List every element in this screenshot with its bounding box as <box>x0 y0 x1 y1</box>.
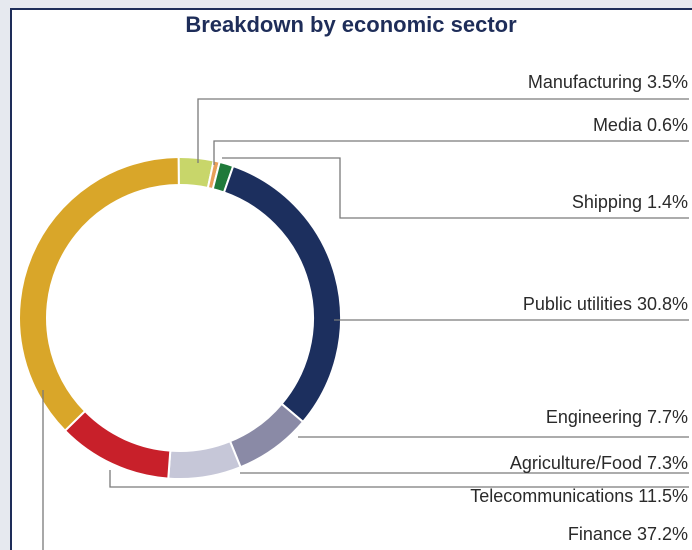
label-manufacturing: Manufacturing 3.5% <box>528 72 688 92</box>
label-engineering: Engineering 7.7% <box>546 407 688 427</box>
slice-public-utilities <box>222 164 342 424</box>
chart-title: Breakdown by economic sector <box>185 12 517 37</box>
label-public-utilities: Public utilities 30.8% <box>523 294 688 314</box>
leader-line-telecommunications <box>109 470 689 488</box>
leader-line-media <box>213 140 689 165</box>
leader-line-manufacturing <box>197 98 689 163</box>
label-shipping: Shipping 1.4% <box>572 192 688 212</box>
slice-finance <box>18 155 180 433</box>
label-telecommunications: Telecommunications 11.5% <box>470 486 688 506</box>
label-finance: Finance 37.2% <box>568 524 688 544</box>
slice-agriculture-food <box>167 439 242 480</box>
label-agriculture-food: Agriculture/Food 7.3% <box>510 453 688 473</box>
leader-line-shipping <box>222 157 689 219</box>
slice-telecommunications <box>63 409 172 480</box>
slice-engineering <box>228 402 305 469</box>
label-media: Media 0.6% <box>593 115 688 135</box>
